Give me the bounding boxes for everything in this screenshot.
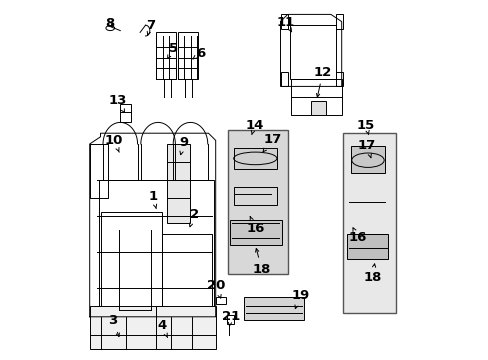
Bar <box>233 148 276 169</box>
Text: 3: 3 <box>108 314 119 337</box>
Text: 12: 12 <box>313 66 331 97</box>
Text: 13: 13 <box>108 94 127 112</box>
Text: 20: 20 <box>206 279 224 298</box>
Text: 17: 17 <box>263 133 281 152</box>
Bar <box>336 14 343 29</box>
Bar <box>101 212 162 313</box>
Text: 11: 11 <box>276 16 294 32</box>
Bar <box>346 234 387 259</box>
Text: 21: 21 <box>221 310 240 326</box>
Bar <box>244 297 303 320</box>
Text: 16: 16 <box>245 217 264 235</box>
Text: 18: 18 <box>363 264 381 284</box>
Text: 14: 14 <box>245 119 263 135</box>
Bar <box>336 72 343 86</box>
Bar <box>310 101 325 115</box>
Text: 4: 4 <box>157 319 167 338</box>
Text: 7: 7 <box>146 19 155 35</box>
Bar <box>167 144 190 223</box>
Bar <box>156 306 215 349</box>
Text: 17: 17 <box>357 139 375 158</box>
Text: 2: 2 <box>189 208 198 227</box>
Text: 10: 10 <box>105 134 123 152</box>
Text: 18: 18 <box>252 248 270 276</box>
Text: 19: 19 <box>290 289 309 309</box>
Text: 8: 8 <box>104 17 114 30</box>
Bar <box>280 72 287 86</box>
Bar <box>89 306 165 349</box>
Bar <box>280 14 287 29</box>
Bar <box>178 32 197 79</box>
Bar <box>215 297 226 304</box>
Bar <box>291 79 341 115</box>
FancyBboxPatch shape <box>228 130 287 274</box>
Bar <box>289 25 336 79</box>
Bar <box>162 234 212 313</box>
Bar <box>350 146 384 173</box>
Text: 9: 9 <box>179 136 188 155</box>
Bar <box>227 315 234 324</box>
Text: 6: 6 <box>193 47 205 60</box>
Bar <box>99 180 213 317</box>
Text: 15: 15 <box>356 119 374 135</box>
Bar <box>230 220 282 245</box>
Text: 1: 1 <box>148 190 157 208</box>
Bar <box>233 187 276 205</box>
FancyBboxPatch shape <box>343 133 395 313</box>
Text: 16: 16 <box>348 228 366 244</box>
Bar <box>156 32 176 79</box>
Text: 5: 5 <box>167 42 178 58</box>
Bar <box>120 104 131 122</box>
